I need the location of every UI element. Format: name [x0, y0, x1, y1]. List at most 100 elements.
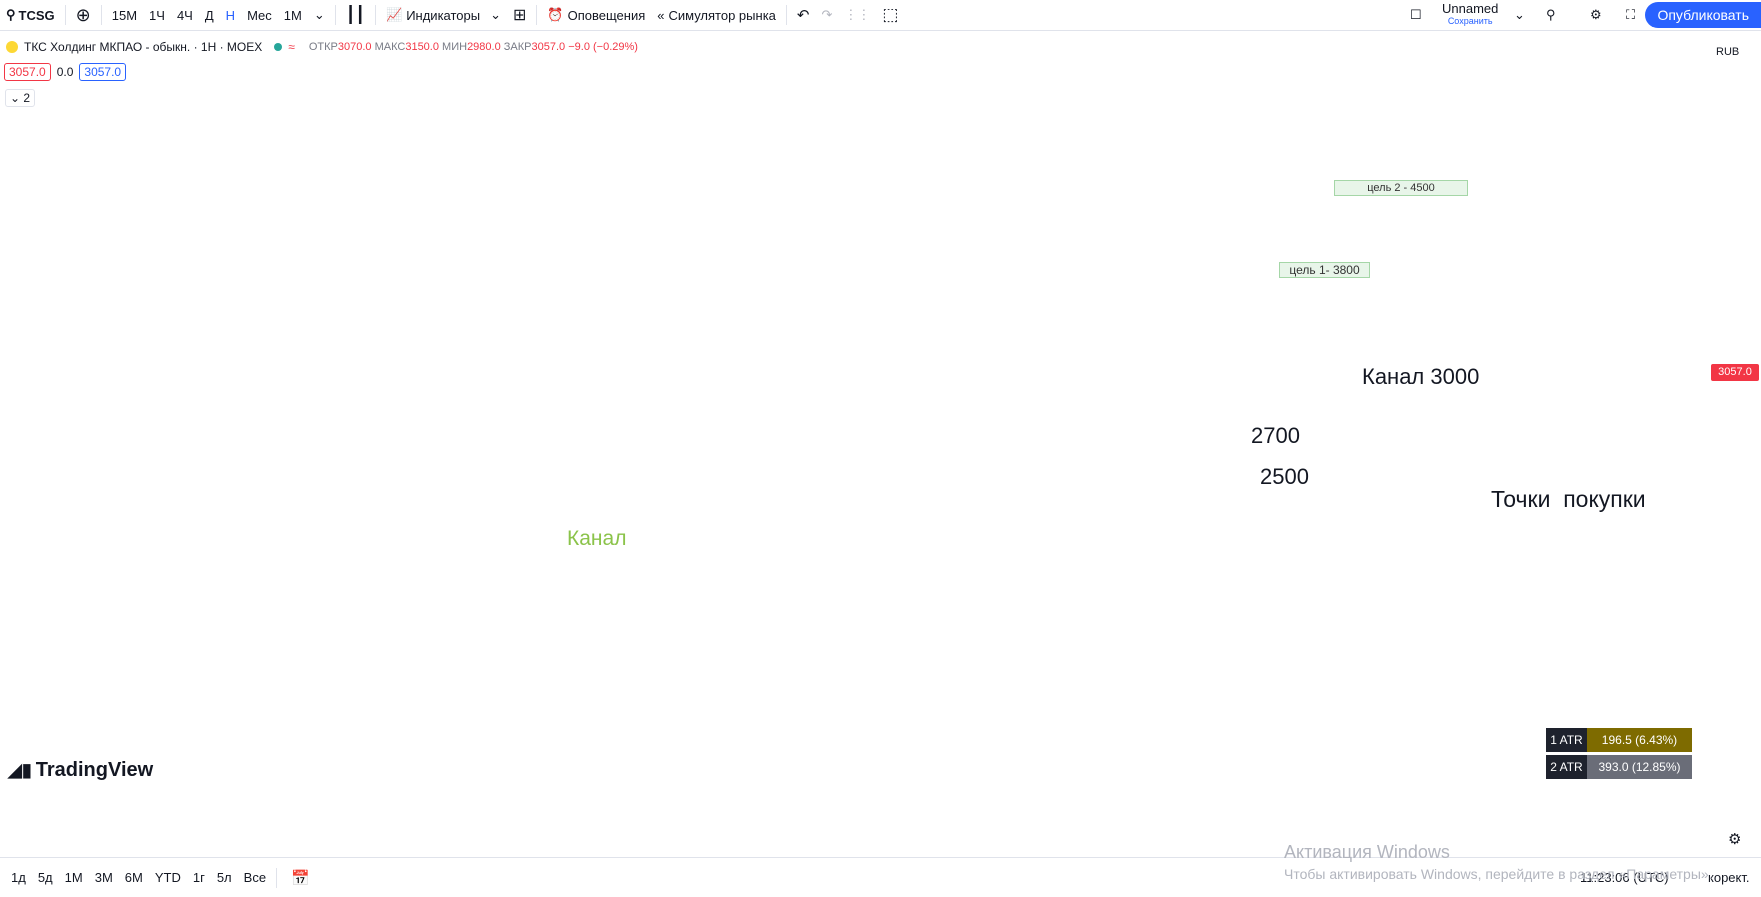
interval-15m[interactable]: 15M: [111, 7, 138, 23]
candle-body: [829, 547, 835, 574]
candle-body: [317, 466, 323, 485]
channel-3000-label[interactable]: Канал 3000: [1362, 364, 1480, 389]
range-ytd[interactable]: YTD: [154, 870, 181, 885]
candle-body: [336, 407, 342, 429]
level-2700-label[interactable]: 2700: [1251, 423, 1300, 448]
candle-body: [1034, 453, 1040, 465]
candle-body: [381, 258, 387, 288]
price-axis[interactable]: 5600.0 5200.0 4800.0 4400.0 4000.0 3600.0 3300…: [1705, 71, 1739, 783]
templates-icon[interactable]: ⊞: [513, 7, 527, 24]
symbol-search[interactable]: ⚲ TCSG: [0, 0, 61, 31]
ma-black-line: [199, 28, 1311, 781]
volume-bar: [452, 752, 457, 793]
range-1m[interactable]: 1М: [64, 870, 83, 885]
range-1d[interactable]: 1д: [11, 870, 26, 885]
candle-body: [1181, 319, 1187, 334]
time-tick-label: Сен: [232, 832, 254, 846]
candle-body: [752, 513, 758, 550]
buy-points-label[interactable]: Точки покупки: [1491, 486, 1646, 512]
target2-label[interactable]: цель 2 - 4500: [1334, 180, 1468, 196]
drag-handle-icon[interactable]: ⋮⋮: [844, 7, 871, 22]
interval-1h[interactable]: 1Ч: [149, 7, 165, 23]
redo-icon[interactable]: ↷: [821, 7, 833, 22]
time-axis[interactable]: 2020 Май Сен 2021 Май Сен 2022 Май Сен 2023 Май Авг…: [19, 832, 1708, 846]
range-all[interactable]: Все: [243, 870, 267, 885]
indicators-button[interactable]: 📈 Индикаторы ⌄: [386, 7, 502, 23]
time-tick-label: 2021: [333, 832, 360, 846]
candles-type-icon[interactable]: ┃┃: [345, 7, 366, 24]
volume-bar: [208, 753, 214, 793]
candle-body: [1028, 458, 1033, 479]
volume-bar: [1226, 772, 1232, 793]
ask-price[interactable]: 3057.0: [79, 63, 127, 81]
range-3m[interactable]: 3М: [94, 870, 113, 885]
clock-time[interactable]: 11:23:06 (UTC): [1580, 870, 1669, 885]
adjust-toggle[interactable]: корект.: [1708, 870, 1750, 885]
candle-body: [1111, 304, 1117, 318]
candle-body: [1060, 429, 1065, 444]
price-chart[interactable]: 5600.0 5200.0 4800.0 4400.0 4000.0 3600.0 3300…: [0, 0, 1761, 857]
series-legend: ТКС Холдинг МКПАО - обыкн. · 1Н · MOEX ≈…: [6, 40, 638, 54]
windows-activation-subtitle: Чтобы активировать Windows, перейдите в …: [1284, 866, 1713, 882]
channel-label[interactable]: Канал: [567, 527, 627, 550]
candle-body: [164, 773, 169, 789]
layout-name[interactable]: Unnamed Сохранить: [1442, 1, 1499, 26]
candle-body: [1271, 328, 1277, 343]
candle-body: [970, 430, 976, 450]
candle-body: [791, 632, 797, 684]
interval-4h[interactable]: 4Ч: [176, 7, 193, 23]
publish-button[interactable]: Опубликовать: [1645, 2, 1761, 28]
interval-1m[interactable]: 1М: [283, 7, 302, 23]
range-5d[interactable]: 5д: [37, 870, 53, 885]
candle-body: [1085, 369, 1091, 400]
quick-search-icon[interactable]: ⚲: [1546, 7, 1556, 22]
candle-body: [983, 435, 989, 454]
volume-bar: [650, 738, 656, 793]
collapse-indicators-button[interactable]: ⌄ 2: [5, 89, 36, 107]
replay-button[interactable]: « Симулятор рынка: [657, 7, 776, 23]
candle-body: [1002, 467, 1008, 480]
interval-month[interactable]: Мес: [247, 7, 272, 23]
candle-body: [484, 57, 489, 77]
compare-button[interactable]: ⊕: [75, 4, 91, 25]
range-1y[interactable]: 1г: [192, 870, 205, 885]
volume-bar: [695, 779, 701, 793]
volume-bar: [1021, 741, 1027, 793]
tradingview-logo[interactable]: ◢▮ TradingView: [8, 759, 154, 781]
ohlc-values: ОТКР3070.0 МАКС3150.0 МИН2980.0 ЗАКР3057…: [308, 41, 638, 53]
candle-body: [893, 467, 899, 477]
candle-body: [772, 573, 777, 600]
alerts-button[interactable]: ⏰ Оповещения: [547, 7, 646, 23]
volume-bar: [957, 738, 963, 793]
candle-body: [394, 227, 400, 248]
target1-label[interactable]: цель 1- 3800: [1279, 262, 1370, 278]
axis-settings-gear-icon[interactable]: ⚙: [1728, 831, 1742, 848]
level-2500-label[interactable]: 2500: [1260, 464, 1309, 489]
range-6m[interactable]: 6М: [124, 870, 143, 885]
volume-bar: [682, 772, 688, 793]
candle-body: [413, 187, 419, 209]
volume-bar: [1136, 756, 1142, 793]
undo-icon[interactable]: ↶: [796, 7, 810, 24]
candle-body: [170, 764, 176, 777]
volume-bar: [330, 773, 336, 793]
chevron-down-icon[interactable]: ⌄: [1514, 7, 1525, 22]
chevron-down-icon[interactable]: ⌄: [313, 7, 325, 22]
calendar-range-icon[interactable]: 📅: [291, 869, 310, 887]
atr-row-2: 2 ATR 393.0 (12.85%): [1546, 755, 1692, 779]
layout-checkbox-icon[interactable]: ☐: [1410, 7, 1422, 22]
fullscreen-icon[interactable]: ⛶: [1626, 7, 1636, 22]
currency-label[interactable]: RUB: [1716, 46, 1740, 58]
interval-day[interactable]: Д: [204, 7, 214, 23]
fullscreen-frame-icon[interactable]: ⬚: [882, 5, 899, 24]
volume-bar: [1079, 782, 1085, 793]
range-5y[interactable]: 5л: [216, 870, 232, 885]
series-title[interactable]: ТКС Холдинг МКПАО - обыкн. · 1Н · MOEX: [24, 40, 263, 54]
interval-week[interactable]: Н: [225, 7, 236, 23]
volume-bar: [631, 772, 637, 793]
bid-price[interactable]: 3057.0: [4, 63, 51, 81]
volume-bar: [1213, 774, 1219, 793]
candle-body: [1200, 313, 1206, 328]
settings-gear-icon[interactable]: ⚙: [1590, 7, 1602, 22]
volume-bar: [1271, 739, 1277, 793]
